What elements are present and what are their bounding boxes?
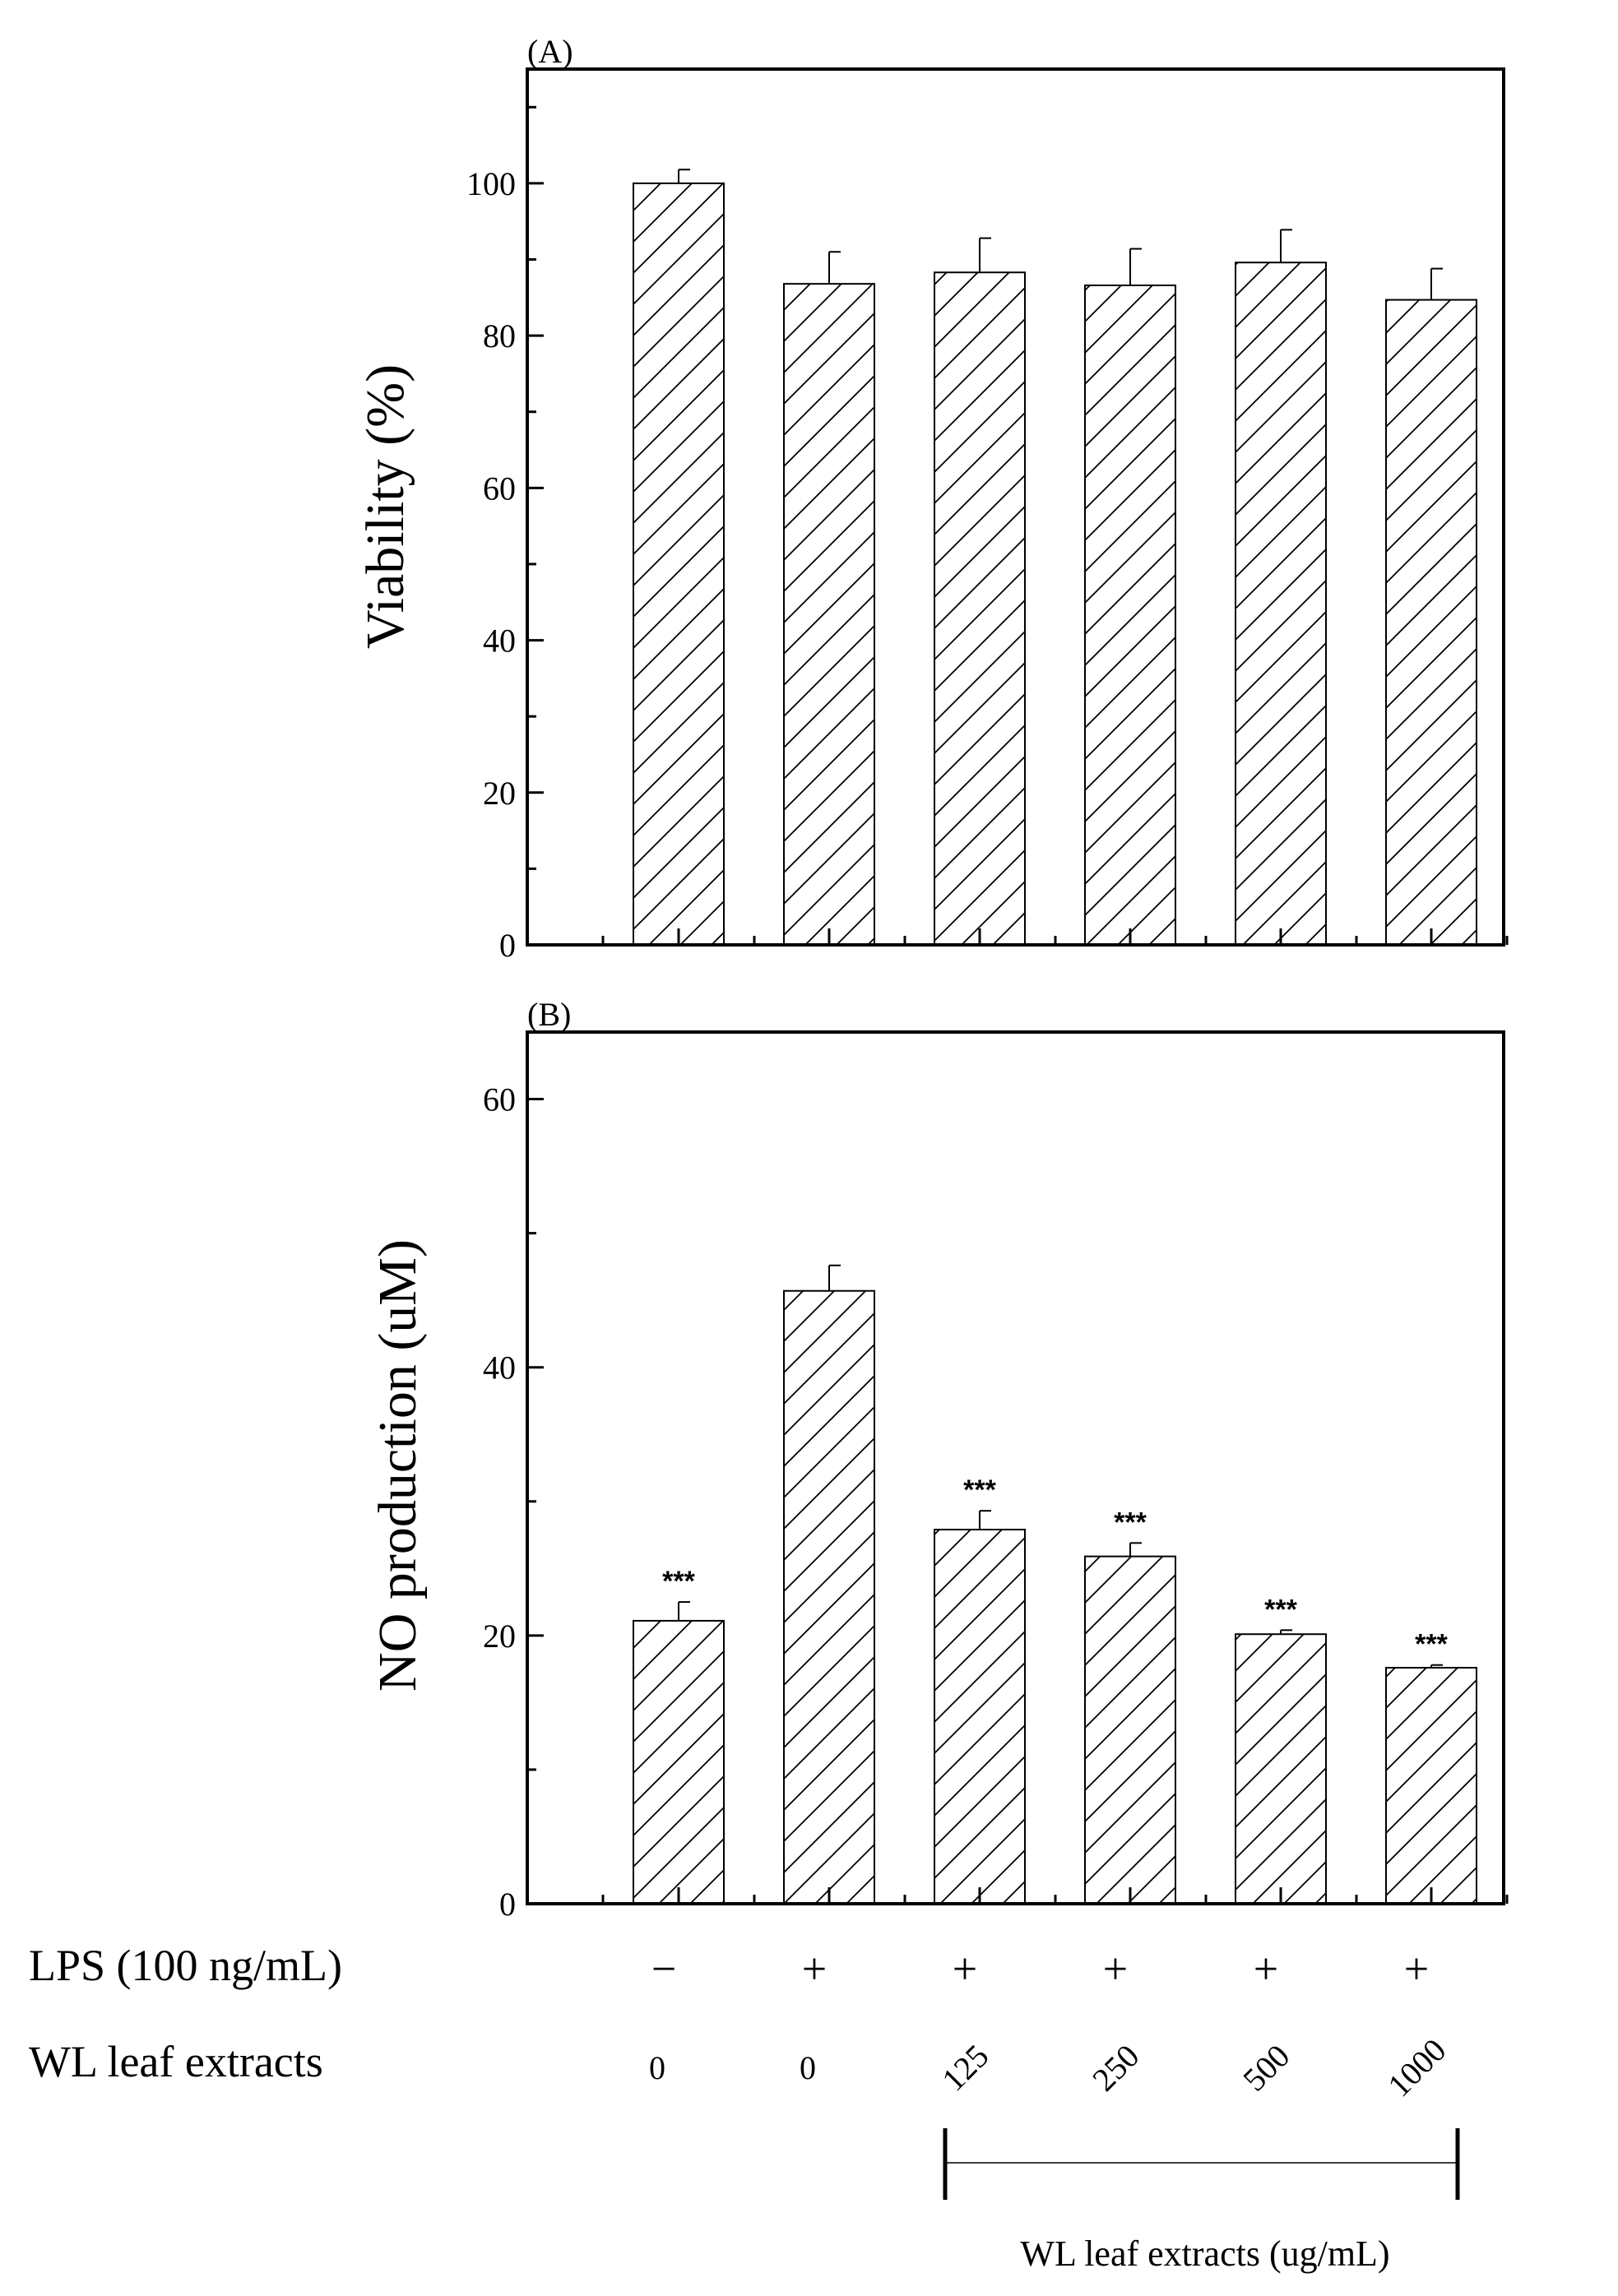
lps-value: + — [1254, 1944, 1278, 1993]
significance-mark: *** — [662, 1566, 695, 1597]
extract-dose-value: 0 — [800, 2049, 816, 2086]
extract-dose-value: 125 — [934, 2037, 995, 2098]
lps-row-values: − + + + + + — [651, 1944, 1429, 1993]
y-tick-label: 40 — [483, 623, 516, 660]
lps-value: + — [953, 1944, 977, 1993]
significance-mark: *** — [963, 1474, 996, 1506]
lps-row-label: LPS (100 ng/mL) — [29, 1941, 342, 1990]
y-tick-label: 60 — [483, 470, 516, 507]
lps-value: + — [1103, 1944, 1128, 1993]
bar-5 — [1235, 1633, 1327, 1905]
panel-b-label: (B) — [527, 996, 571, 1033]
bar-1 — [633, 1619, 725, 1905]
bar-1 — [633, 182, 725, 947]
panel-a-x-ticks — [601, 928, 1509, 945]
significance-mark: *** — [1114, 1507, 1147, 1538]
panel-a-y-axis-title: Viability (%) — [355, 364, 415, 649]
lps-value: + — [1404, 1944, 1429, 1993]
y-tick-label: 40 — [483, 1349, 516, 1386]
bar-6 — [1385, 1666, 1477, 1905]
panel-a-label: (A) — [527, 33, 573, 70]
extract-dose-value: 0 — [649, 2049, 665, 2086]
significance-mark: *** — [1415, 1629, 1448, 1660]
panel-a-viability: (A) Viability (%) 0 20 40 60 80 100 — [355, 33, 1509, 964]
y-tick-label: 100 — [466, 165, 516, 202]
bar-3 — [934, 271, 1026, 947]
extract-dose-value: 1000 — [1380, 2031, 1453, 2104]
panel-b-bars — [633, 1289, 1477, 1905]
y-tick-label: 0 — [499, 1886, 516, 1923]
bar-4 — [1084, 1555, 1176, 1905]
bar-2 — [783, 283, 875, 947]
y-tick-label: 20 — [483, 775, 516, 812]
lps-value: + — [802, 1944, 827, 1993]
panel-b-x-ticks — [601, 1887, 1509, 1904]
lps-value: − — [651, 1944, 676, 1993]
panel-a-error-bars — [678, 169, 1443, 300]
dose-bracket-label: WL leaf extracts (ug/mL) — [1020, 2234, 1389, 2274]
panel-b-error-bars — [678, 1264, 1443, 1668]
y-tick-label: 20 — [483, 1618, 516, 1655]
y-tick-label: 0 — [499, 927, 516, 964]
bar-3 — [934, 1529, 1026, 1905]
treatment-conditions: LPS (100 ng/mL) − + + + + + WL leaf extracts … — [29, 1941, 1460, 2274]
y-tick-label: 80 — [483, 317, 516, 354]
panel-b-significance-marks: *** *** *** *** *** — [662, 1474, 1448, 1660]
panel-b-y-axis-title: NO production (uM) — [368, 1239, 428, 1692]
extract-row-values: 0 0 125 250 500 1000 — [649, 2031, 1453, 2104]
bar-4 — [1084, 285, 1176, 947]
panel-a-bars — [633, 182, 1477, 947]
panel-b-y-ticks: 0 20 40 60 — [483, 1081, 544, 1923]
bar-2 — [783, 1289, 875, 1905]
significance-mark: *** — [1264, 1594, 1297, 1625]
panel-a-y-ticks: 0 20 40 60 80 100 — [466, 105, 544, 964]
bar-6 — [1385, 299, 1477, 946]
extract-dose-value: 250 — [1085, 2037, 1146, 2098]
y-tick-label: 60 — [483, 1081, 516, 1118]
extract-row-label: WL leaf extracts — [29, 2037, 323, 2086]
dose-bracket — [943, 2128, 1460, 2200]
bar-5 — [1235, 262, 1327, 946]
extract-dose-value: 500 — [1236, 2037, 1296, 2098]
